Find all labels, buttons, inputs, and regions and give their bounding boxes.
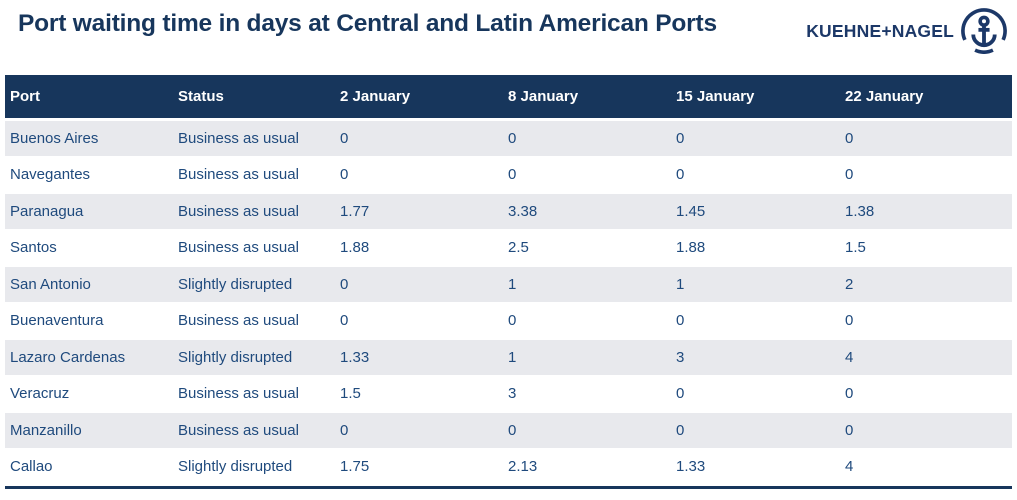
value-cell: 0 xyxy=(840,303,1012,340)
port-cell: Buenaventura xyxy=(5,303,173,340)
value-cell: 0 xyxy=(840,413,1012,450)
logo-wordmark: KUEHNE+NAGEL xyxy=(806,20,954,41)
value-cell: 3 xyxy=(503,376,671,413)
value-cell: 2 xyxy=(840,267,1012,304)
table-row: Callao Slightly disrupted 1.75 2.13 1.33 4 xyxy=(5,449,1012,486)
value-cell: 3.38 xyxy=(503,194,671,231)
value-cell: 1.88 xyxy=(671,230,840,267)
status-cell: Business as usual xyxy=(173,230,335,267)
page-title: Port waiting time in days at Central and… xyxy=(18,10,717,37)
table-row: Lazaro Cardenas Slightly disrupted 1.33 1 3 4 xyxy=(5,340,1012,377)
status-cell: Slightly disrupted xyxy=(173,340,335,377)
port-waiting-table: Port Status 2 January 8 January 15 Janua… xyxy=(5,75,1012,489)
value-cell: 0 xyxy=(840,121,1012,158)
value-cell: 0 xyxy=(840,376,1012,413)
table-row: Santos Business as usual 1.88 2.5 1.88 1.5 xyxy=(5,230,1012,267)
port-cell: Veracruz xyxy=(5,376,173,413)
value-cell: 1 xyxy=(671,267,840,304)
status-cell: Business as usual xyxy=(173,157,335,194)
status-cell: Business as usual xyxy=(173,194,335,231)
value-cell: 0 xyxy=(840,157,1012,194)
column-header-status: Status xyxy=(173,75,335,121)
value-cell: 0 xyxy=(671,376,840,413)
value-cell: 3 xyxy=(671,340,840,377)
table-row: Paranagua Business as usual 1.77 3.38 1.45 1.… xyxy=(5,194,1012,231)
value-cell: 0 xyxy=(671,157,840,194)
table-row: Buenaventura Business as usual 0 0 0 0 xyxy=(5,303,1012,340)
column-header-8-january: 8 January xyxy=(503,75,671,121)
value-cell: 0 xyxy=(335,267,503,304)
value-cell: 0 xyxy=(503,121,671,158)
value-cell: 1.75 xyxy=(335,449,503,486)
value-cell: 1.33 xyxy=(335,340,503,377)
value-cell: 1.33 xyxy=(671,449,840,486)
value-cell: 1 xyxy=(503,267,671,304)
port-cell: Buenos Aires xyxy=(5,121,173,158)
value-cell: 0 xyxy=(671,121,840,158)
value-cell: 0 xyxy=(503,157,671,194)
status-cell: Business as usual xyxy=(173,413,335,450)
value-cell: 0 xyxy=(335,413,503,450)
value-cell: 2.13 xyxy=(503,449,671,486)
port-cell: San Antonio xyxy=(5,267,173,304)
port-cell: Navegantes xyxy=(5,157,173,194)
port-cell: Lazaro Cardenas xyxy=(5,340,173,377)
table-row: San Antonio Slightly disrupted 0 1 1 2 xyxy=(5,267,1012,304)
slide-header: Port waiting time in days at Central and… xyxy=(0,0,1017,54)
column-header-port: Port xyxy=(5,75,173,121)
status-cell: Business as usual xyxy=(173,303,335,340)
value-cell: 1.5 xyxy=(840,230,1012,267)
value-cell: 2.5 xyxy=(503,230,671,267)
value-cell: 0 xyxy=(503,303,671,340)
port-cell: Paranagua xyxy=(5,194,173,231)
value-cell: 0 xyxy=(671,303,840,340)
value-cell: 1.88 xyxy=(335,230,503,267)
value-cell: 0 xyxy=(671,413,840,450)
port-cell: Manzanillo xyxy=(5,413,173,450)
table-row: Navegantes Business as usual 0 0 0 0 xyxy=(5,157,1012,194)
column-header-22-january: 22 January xyxy=(840,75,1012,121)
value-cell: 0 xyxy=(503,413,671,450)
value-cell: 0 xyxy=(335,157,503,194)
value-cell: 1.5 xyxy=(335,376,503,413)
value-cell: 1.38 xyxy=(840,194,1012,231)
value-cell: 1.45 xyxy=(671,194,840,231)
status-cell: Business as usual xyxy=(173,376,335,413)
column-header-15-january: 15 January xyxy=(671,75,840,121)
value-cell: 0 xyxy=(335,303,503,340)
table-header-row: Port Status 2 January 8 January 15 Janua… xyxy=(5,75,1012,121)
value-cell: 1 xyxy=(503,340,671,377)
port-cell: Santos xyxy=(5,230,173,267)
status-cell: Slightly disrupted xyxy=(173,267,335,304)
column-header-2-january: 2 January xyxy=(335,75,503,121)
value-cell: 0 xyxy=(335,121,503,158)
value-cell: 4 xyxy=(840,449,1012,486)
status-cell: Business as usual xyxy=(173,121,335,158)
kuehne-nagel-logo: KUEHNE+NAGEL xyxy=(806,6,1007,54)
value-cell: 1.77 xyxy=(335,194,503,231)
table-row: Manzanillo Business as usual 0 0 0 0 xyxy=(5,413,1012,450)
value-cell: 4 xyxy=(840,340,1012,377)
table-row: Buenos Aires Business as usual 0 0 0 0 xyxy=(5,121,1012,158)
anchor-in-circle-icon xyxy=(961,8,1007,54)
status-cell: Slightly disrupted xyxy=(173,449,335,486)
table-row: Veracruz Business as usual 1.5 3 0 0 xyxy=(5,376,1012,413)
port-cell: Callao xyxy=(5,449,173,486)
